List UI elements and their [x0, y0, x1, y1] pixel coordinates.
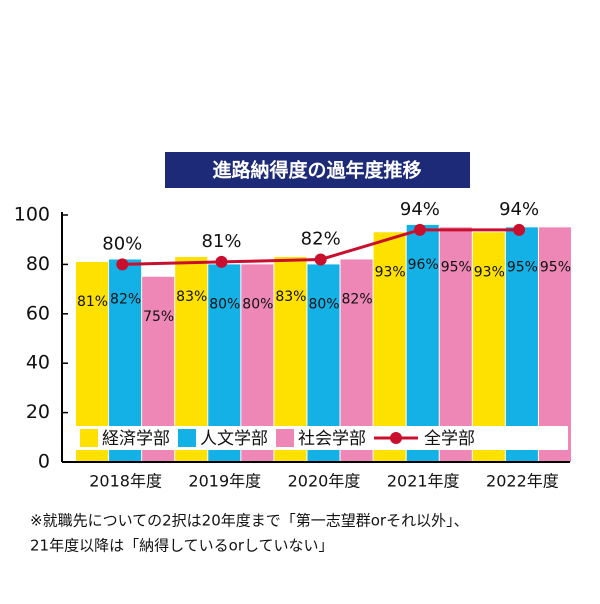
line-value-label: 80%: [102, 233, 142, 254]
bar-value-label: 82%: [110, 291, 141, 307]
bar: [373, 232, 406, 462]
line-marker: [513, 223, 526, 236]
legend-label: 社会学部: [298, 429, 366, 449]
bar-value-label: 82%: [342, 291, 373, 307]
bar-value-label: 81%: [77, 294, 108, 310]
bar-value-label: 95%: [507, 259, 538, 275]
note: ※就職先についての2択は20年度まで「第一志望群orそれ以外」、: [30, 512, 469, 530]
y-tick-label: 0: [38, 451, 50, 473]
line-marker: [413, 223, 426, 236]
legend-label: 経済学部: [102, 429, 170, 449]
legend-marker: [390, 432, 402, 444]
bar: [472, 232, 505, 462]
legend-swatch: [80, 429, 98, 447]
line-marker: [215, 255, 228, 268]
bar-value-label: 95%: [441, 259, 472, 275]
x-tick-label: 2018年度: [89, 472, 162, 491]
legend-swatch: [178, 429, 196, 447]
bar-value-label: 96%: [408, 257, 439, 273]
line-value-label: 82%: [301, 228, 341, 249]
bar-value-label: 75%: [143, 309, 174, 325]
y-tick-label: 100: [14, 204, 50, 226]
y-tick-label: 40: [26, 352, 50, 374]
chart-title: 進路納得度の過年度推移: [212, 159, 421, 182]
x-tick-label: 2020年度: [288, 472, 361, 491]
x-tick-label: 2019年度: [188, 472, 261, 491]
line-marker: [116, 258, 129, 271]
line-value-label: 81%: [201, 231, 241, 252]
bar: [406, 224, 439, 462]
bar-value-label: 93%: [474, 264, 505, 280]
line-marker: [314, 253, 327, 266]
y-tick-label: 20: [26, 401, 50, 423]
note: 21年度以降は「納得しているorしていない」: [30, 537, 334, 555]
line-value-label: 94%: [400, 199, 440, 220]
legend-label: 人文学部: [200, 429, 268, 449]
y-tick-label: 60: [26, 302, 50, 324]
bar-value-label: 80%: [242, 296, 273, 312]
x-tick-label: 2022年度: [486, 472, 559, 491]
bar-value-label: 83%: [275, 289, 306, 305]
bar-value-label: 93%: [375, 264, 406, 280]
bar-value-label: 95%: [540, 259, 571, 275]
legend-swatch: [276, 429, 294, 447]
bar: [505, 227, 538, 462]
y-tick-label: 80: [26, 253, 50, 275]
legend-label: 全学部: [424, 429, 475, 449]
bar-value-label: 80%: [308, 296, 339, 312]
bar: [538, 227, 571, 462]
bar-value-label: 80%: [209, 296, 240, 312]
bar: [439, 227, 472, 462]
legend-box: [74, 426, 568, 450]
line-value-label: 94%: [499, 199, 539, 220]
bar-value-label: 83%: [176, 289, 207, 305]
x-tick-label: 2021年度: [387, 472, 460, 491]
title-box: [165, 152, 470, 188]
